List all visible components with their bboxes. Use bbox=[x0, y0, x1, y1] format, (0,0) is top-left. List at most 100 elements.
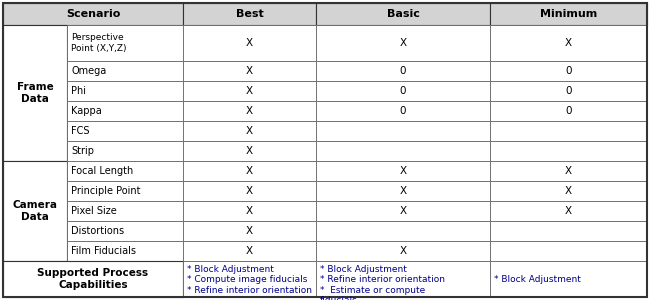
Text: Perspective
Point (X,Y,Z): Perspective Point (X,Y,Z) bbox=[71, 33, 127, 53]
Text: X: X bbox=[246, 166, 253, 176]
Text: X: X bbox=[565, 186, 572, 196]
Bar bbox=[183, 241, 316, 261]
Bar bbox=[316, 201, 490, 221]
Bar bbox=[67, 161, 183, 181]
Bar bbox=[316, 181, 490, 201]
Text: X: X bbox=[400, 186, 406, 196]
Text: 0: 0 bbox=[566, 106, 572, 116]
Bar bbox=[67, 121, 183, 141]
Text: X: X bbox=[400, 38, 406, 48]
Text: FCS: FCS bbox=[71, 126, 90, 136]
Text: X: X bbox=[246, 186, 253, 196]
Bar bbox=[67, 141, 183, 161]
Text: Frame
Data: Frame Data bbox=[17, 82, 53, 104]
Text: X: X bbox=[400, 166, 406, 176]
Bar bbox=[3, 3, 183, 25]
Text: X: X bbox=[400, 206, 406, 216]
Bar bbox=[316, 221, 490, 241]
Text: Omega: Omega bbox=[71, 66, 106, 76]
Text: Scenario: Scenario bbox=[66, 9, 120, 19]
Text: * Block Adjustment
* Refine interior orientation
*  Estimate or compute
fiducial: * Block Adjustment * Refine interior ori… bbox=[320, 265, 445, 300]
Text: Kappa: Kappa bbox=[71, 106, 102, 116]
Bar bbox=[183, 261, 316, 297]
Text: * Block Adjustment: * Block Adjustment bbox=[494, 274, 581, 284]
Bar bbox=[3, 261, 183, 297]
Bar bbox=[67, 81, 183, 101]
Bar bbox=[490, 121, 647, 141]
Bar bbox=[67, 101, 183, 121]
Bar bbox=[67, 221, 183, 241]
Bar bbox=[490, 61, 647, 81]
Text: Strip: Strip bbox=[71, 146, 94, 156]
Text: * Block Adjustment
* Compute image fiducials
* Refine interior orientation: * Block Adjustment * Compute image fiduc… bbox=[187, 265, 312, 295]
Text: Basic: Basic bbox=[387, 9, 419, 19]
Bar bbox=[490, 101, 647, 121]
Text: Best: Best bbox=[235, 9, 263, 19]
Text: X: X bbox=[565, 166, 572, 176]
Text: X: X bbox=[246, 226, 253, 236]
Text: X: X bbox=[246, 246, 253, 256]
Bar bbox=[67, 181, 183, 201]
Text: X: X bbox=[565, 206, 572, 216]
Text: Film Fiducials: Film Fiducials bbox=[71, 246, 136, 256]
Bar bbox=[490, 141, 647, 161]
Bar bbox=[316, 161, 490, 181]
Text: Supported Process
Capabilities: Supported Process Capabilities bbox=[38, 268, 149, 290]
Bar bbox=[490, 3, 647, 25]
Text: X: X bbox=[246, 66, 253, 76]
Bar bbox=[183, 81, 316, 101]
Bar bbox=[316, 121, 490, 141]
Bar bbox=[183, 3, 316, 25]
Text: 0: 0 bbox=[566, 86, 572, 96]
Bar bbox=[183, 181, 316, 201]
Bar bbox=[67, 25, 183, 61]
Bar bbox=[183, 141, 316, 161]
Bar bbox=[490, 241, 647, 261]
Bar bbox=[316, 101, 490, 121]
Bar bbox=[183, 61, 316, 81]
Bar bbox=[316, 261, 490, 297]
Bar bbox=[183, 221, 316, 241]
Bar bbox=[490, 261, 647, 297]
Text: 0: 0 bbox=[400, 86, 406, 96]
Bar bbox=[183, 25, 316, 61]
Text: X: X bbox=[246, 146, 253, 156]
Bar bbox=[490, 81, 647, 101]
Text: Distortions: Distortions bbox=[71, 226, 124, 236]
Text: X: X bbox=[246, 126, 253, 136]
Text: 0: 0 bbox=[400, 106, 406, 116]
Text: X: X bbox=[246, 106, 253, 116]
Bar bbox=[490, 181, 647, 201]
Text: Principle Point: Principle Point bbox=[71, 186, 140, 196]
Bar bbox=[316, 241, 490, 261]
Text: Focal Length: Focal Length bbox=[71, 166, 133, 176]
Bar bbox=[183, 101, 316, 121]
Bar bbox=[316, 81, 490, 101]
Bar bbox=[316, 25, 490, 61]
Text: X: X bbox=[400, 246, 406, 256]
Bar bbox=[67, 61, 183, 81]
Text: Minimum: Minimum bbox=[540, 9, 597, 19]
Bar bbox=[67, 201, 183, 221]
Text: X: X bbox=[565, 38, 572, 48]
Bar bbox=[183, 161, 316, 181]
Bar bbox=[490, 25, 647, 61]
Text: X: X bbox=[246, 86, 253, 96]
Bar bbox=[3, 25, 67, 161]
Text: Pixel Size: Pixel Size bbox=[71, 206, 117, 216]
Bar bbox=[490, 221, 647, 241]
Bar bbox=[3, 161, 67, 261]
Text: X: X bbox=[246, 38, 253, 48]
Bar bbox=[183, 201, 316, 221]
Bar bbox=[316, 141, 490, 161]
Text: 0: 0 bbox=[566, 66, 572, 76]
Text: 0: 0 bbox=[400, 66, 406, 76]
Text: Phi: Phi bbox=[71, 86, 86, 96]
Bar bbox=[67, 241, 183, 261]
Bar bbox=[316, 61, 490, 81]
Bar bbox=[183, 121, 316, 141]
Bar bbox=[316, 3, 490, 25]
Bar bbox=[490, 201, 647, 221]
Bar bbox=[490, 161, 647, 181]
Text: Camera
Data: Camera Data bbox=[12, 200, 57, 222]
